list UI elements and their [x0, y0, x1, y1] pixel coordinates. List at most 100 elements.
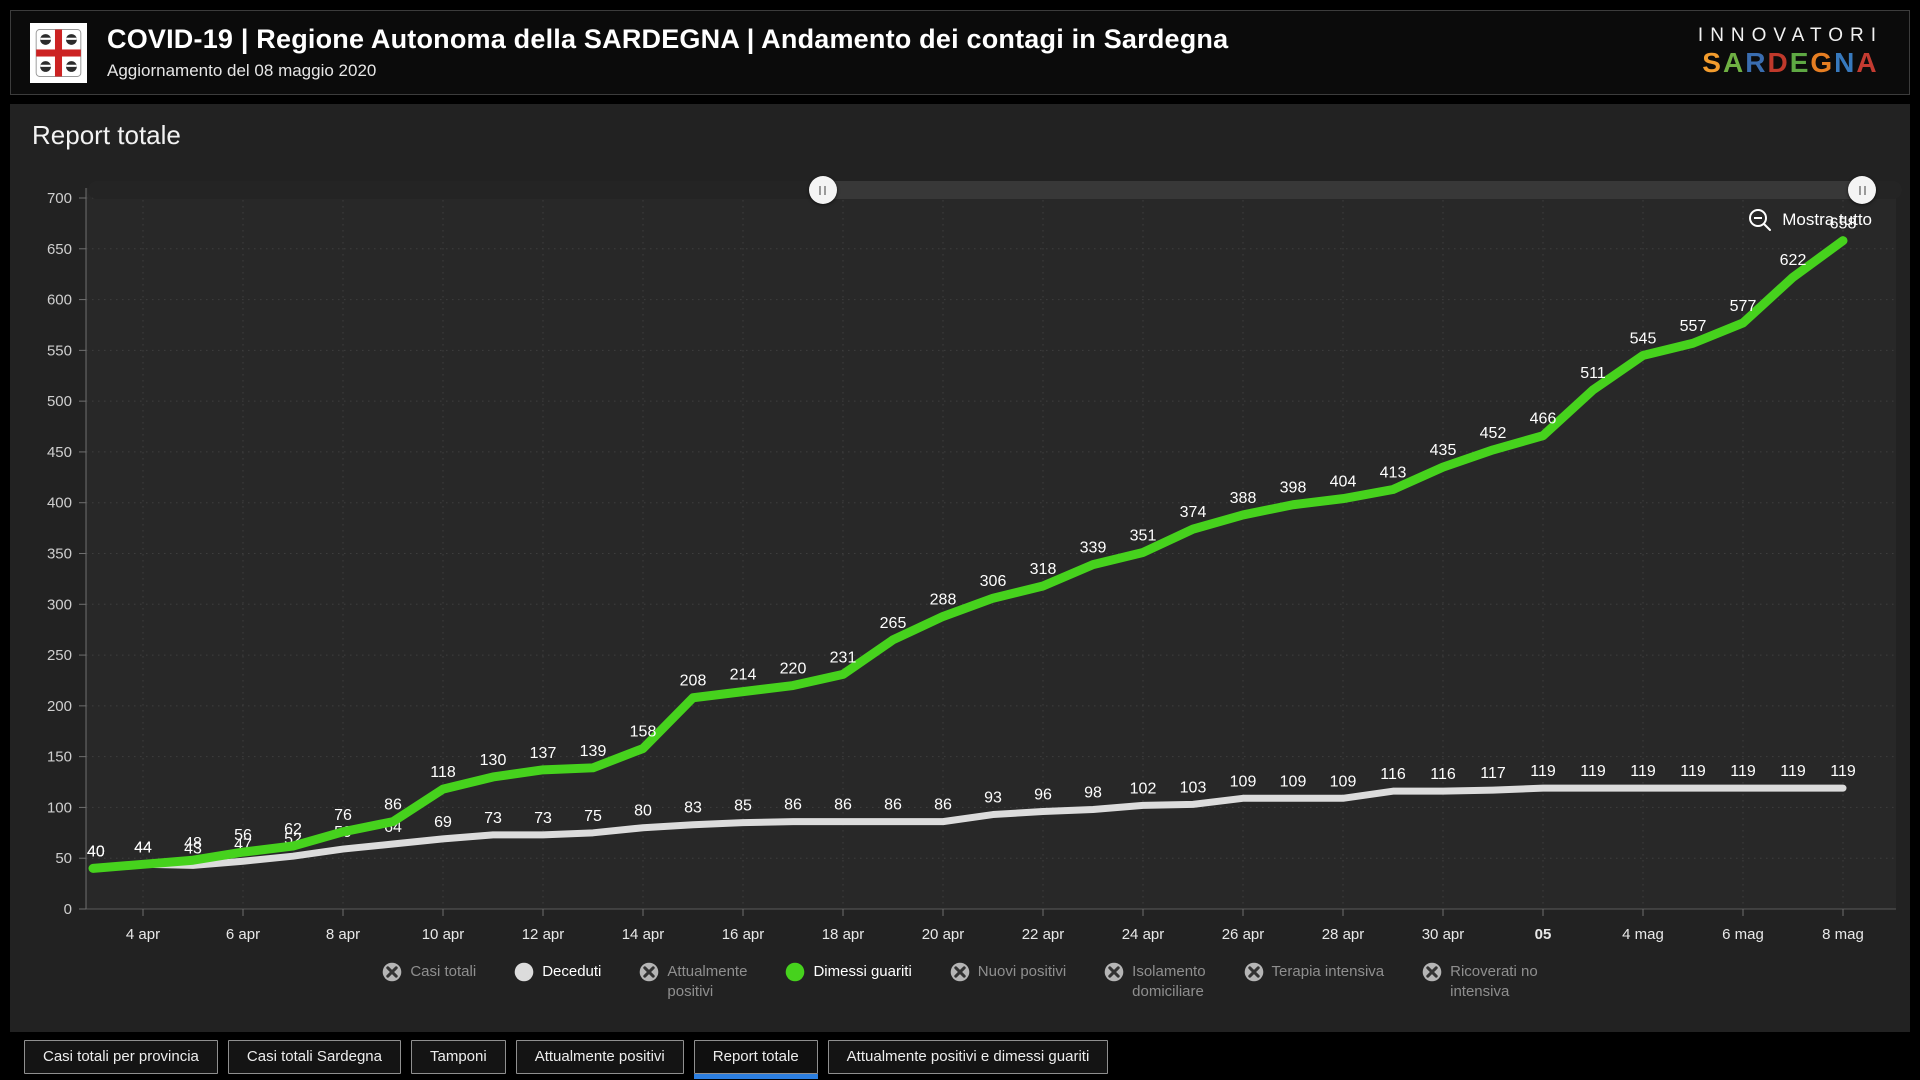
x-axis-label: 8 apr — [326, 926, 360, 943]
data-label-dimessi-guariti: 220 — [780, 661, 807, 678]
data-label-deceduti: 109 — [1280, 773, 1307, 790]
x-axis-label: 18 apr — [822, 926, 865, 943]
legend-item-dimessi-guariti[interactable]: Dimessi guariti — [785, 962, 912, 982]
x-axis-label: 12 apr — [522, 926, 565, 943]
legend-item-nuovi-positivi[interactable]: Nuovi positivi — [950, 962, 1066, 982]
brand-letter: A — [1856, 47, 1879, 79]
zoom-range-slider[interactable] — [88, 176, 1902, 204]
y-axis-label: 350 — [47, 546, 72, 563]
series-line-deceduti[interactable] — [89, 784, 1847, 872]
legend-label: Casi totali — [410, 963, 477, 980]
legend-label: Terapia intensiva — [1271, 963, 1385, 980]
x-axis-label: 28 apr — [1322, 926, 1365, 943]
data-label-deceduti: 109 — [1330, 773, 1357, 790]
legend-label: Ricoverati no intensiva — [1450, 963, 1538, 1000]
show-all-label: Mostra tutto — [1782, 210, 1872, 229]
tab-casi-totali-per-provincia[interactable]: Casi totali per provincia — [24, 1040, 218, 1074]
data-label-dimessi-guariti: 339 — [1080, 540, 1107, 557]
brand-line1: INNOVATORI — [1697, 25, 1883, 47]
data-label-deceduti: 86 — [884, 797, 902, 814]
innovatori-sardegna-logo: INNOVATORI SARDEGNA — [1698, 25, 1883, 79]
data-label-dimessi-guariti: 466 — [1530, 411, 1557, 428]
data-label-dimessi-guariti: 137 — [530, 745, 557, 762]
data-label-deceduti: 119 — [1530, 763, 1556, 780]
data-label-deceduti: 75 — [584, 808, 602, 825]
slider-handle-right[interactable] — [1848, 176, 1877, 204]
slider-selected-range[interactable] — [822, 181, 1863, 199]
legend-label: Deceduti — [542, 963, 602, 980]
legend-item-terapia-intensiva[interactable]: Terapia intensiva — [1244, 962, 1385, 982]
data-label-dimessi-guariti: 622 — [1780, 252, 1807, 269]
tab-attualmente-positivi-e-dimessi-guariti[interactable]: Attualmente positivi e dimessi guariti — [827, 1040, 1109, 1074]
data-label-deceduti: 93 — [984, 790, 1002, 807]
data-label-deceduti: 86 — [784, 797, 802, 814]
grip-icon — [824, 185, 827, 195]
legend-item-casi-totali[interactable]: Casi totali — [382, 962, 476, 982]
x-axis-label: 8 mag — [1822, 926, 1864, 943]
slider-handle-left[interactable] — [808, 176, 837, 204]
x-axis-label: 24 apr — [1122, 926, 1165, 943]
data-label-deceduti: 44 — [134, 839, 152, 856]
data-label-deceduti: 119 — [1830, 763, 1856, 780]
legend-item-isolamento-domiciliare[interactable]: Isolamento domiciliare — [1104, 962, 1206, 1001]
legend-disabled-x-icon — [1244, 962, 1263, 982]
data-label-deceduti: 73 — [484, 810, 502, 827]
update-date: Aggiornamento del 08 maggio 2020 — [107, 61, 377, 80]
data-label-deceduti: 85 — [734, 798, 752, 815]
x-axis-label: 22 apr — [1022, 926, 1065, 943]
y-axis-label: 100 — [47, 799, 72, 816]
x-axis-label: 10 apr — [422, 926, 465, 943]
sardinia-coat-of-arms-icon — [35, 28, 82, 77]
y-axis-label: 500 — [47, 393, 72, 410]
grip-icon — [819, 185, 822, 195]
data-label-dimessi-guariti: 398 — [1280, 480, 1307, 497]
tab-report-totale[interactable]: Report totale — [693, 1040, 818, 1079]
data-label-deceduti: 117 — [1480, 765, 1506, 782]
header-bar: COVID-19 | Regione Autonoma della SARDEG… — [10, 10, 1910, 95]
legend-item-ricoverati-no-intensiva[interactable]: Ricoverati no intensiva — [1422, 962, 1538, 1001]
data-label-deceduti: 69 — [434, 814, 452, 831]
data-label-deceduti: 119 — [1780, 763, 1806, 780]
line-chart: 0501001502002503003504004505005506006507… — [47, 188, 1896, 943]
tab-tamponi[interactable]: Tamponi — [411, 1040, 506, 1074]
series-line-dimessi-guariti[interactable] — [88, 236, 1848, 873]
data-label-deceduti: 73 — [534, 810, 552, 827]
data-label-dimessi-guariti: 435 — [1430, 442, 1457, 459]
tab-attualmente-positivi[interactable]: Attualmente positivi — [515, 1040, 684, 1074]
legend-label: Isolamento domiciliare — [1132, 963, 1206, 1000]
x-axis-label: 30 apr — [1422, 926, 1465, 943]
y-axis-label: 50 — [55, 850, 72, 867]
data-label-deceduti: 109 — [1230, 773, 1257, 790]
data-label-dimessi-guariti: 388 — [1230, 490, 1257, 507]
tab-casi-totali-sardegna[interactable]: Casi totali Sardegna — [227, 1040, 401, 1074]
data-label-dimessi-guariti: 413 — [1380, 465, 1407, 482]
data-label-dimessi-guariti: 577 — [1730, 298, 1757, 315]
data-label-dimessi-guariti: 658 — [1830, 216, 1857, 233]
series-deceduti: 40 44 43 47 52 59 64 69 73 73 75 80 83 85 86 86 86 86 93 96… — [87, 763, 1856, 872]
y-axis-label: 450 — [47, 444, 72, 461]
x-axis-label: 6 apr — [226, 926, 260, 943]
chart-legend: Casi totali Deceduti Attualmente positivi D… — [10, 962, 1910, 1024]
y-axis-label: 250 — [47, 647, 72, 664]
report-panel: Report totale Mostra tutto 0 50 100 150 200 2… — [10, 104, 1910, 1032]
data-label-deceduti: 96 — [1034, 786, 1052, 803]
data-label-dimessi-guariti: 158 — [630, 724, 657, 741]
x-axis-label: 14 apr — [622, 926, 665, 943]
grip-icon — [1858, 185, 1861, 195]
data-label-dimessi-guariti: 130 — [480, 752, 507, 769]
data-label-deceduti: 116 — [1430, 766, 1456, 783]
chart-title: Report totale — [32, 120, 181, 150]
y-axis-label: 600 — [47, 292, 72, 309]
y-axis-label: 150 — [47, 749, 72, 766]
data-label-dimessi-guariti: 374 — [1180, 504, 1207, 521]
show-all-button[interactable]: Mostra tutto — [1741, 206, 1878, 234]
brand-letter: G — [1810, 47, 1835, 79]
x-axis-label: 4 mag — [1622, 926, 1664, 943]
legend-item-attualmente-positivi[interactable]: Attualmente positivi — [639, 962, 747, 1001]
data-label-dimessi-guariti: 56 — [234, 827, 252, 844]
data-label-dimessi-guariti: 214 — [730, 667, 757, 684]
legend-item-deceduti[interactable]: Deceduti — [514, 962, 601, 982]
axes: 0501001502002503003504004505005506006507… — [47, 188, 1864, 943]
data-label-deceduti: 86 — [934, 797, 952, 814]
bottom-tab-bar: Casi totali per provincia Casi totali Sar… — [24, 1040, 1109, 1079]
